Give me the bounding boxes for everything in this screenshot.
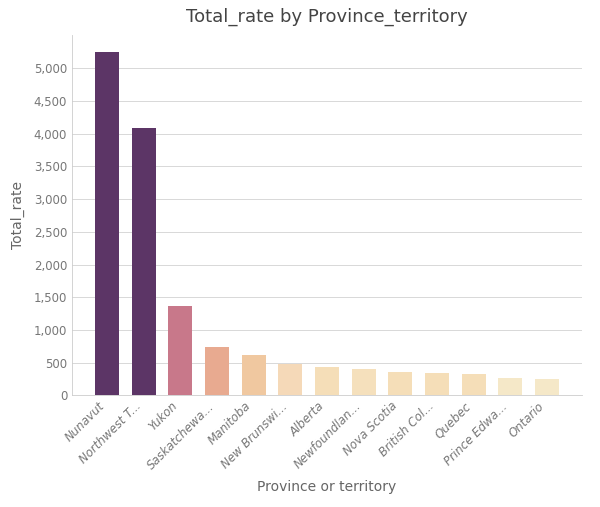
Bar: [425, 373, 449, 395]
Bar: [352, 369, 376, 395]
Bar: [388, 372, 412, 395]
X-axis label: Province or territory: Province or territory: [257, 480, 397, 494]
Bar: [461, 374, 485, 395]
Bar: [315, 367, 339, 395]
Bar: [535, 379, 559, 395]
Bar: [132, 128, 155, 395]
Bar: [242, 355, 266, 395]
Bar: [169, 306, 193, 395]
Bar: [205, 347, 229, 395]
Title: Total_rate by Province_territory: Total_rate by Province_territory: [186, 8, 468, 26]
Bar: [499, 378, 522, 395]
Bar: [278, 364, 302, 395]
Bar: [95, 52, 119, 395]
Y-axis label: Total_rate: Total_rate: [11, 182, 25, 249]
